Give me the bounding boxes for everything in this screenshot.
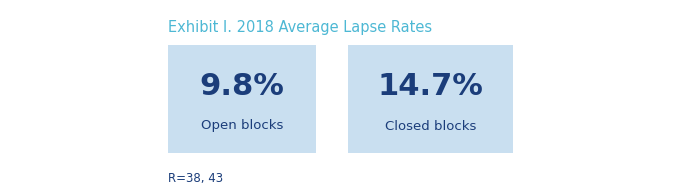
Text: Exhibit I. 2018 Average Lapse Rates: Exhibit I. 2018 Average Lapse Rates [168, 20, 432, 35]
FancyBboxPatch shape [168, 45, 316, 153]
Text: Closed blocks: Closed blocks [385, 120, 477, 132]
Text: Open blocks: Open blocks [201, 120, 283, 132]
FancyBboxPatch shape [348, 45, 513, 153]
Text: 14.7%: 14.7% [377, 72, 483, 101]
Text: 9.8%: 9.8% [200, 72, 284, 101]
Text: R=38, 43: R=38, 43 [168, 172, 223, 185]
